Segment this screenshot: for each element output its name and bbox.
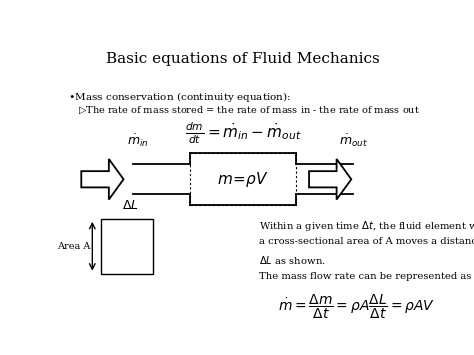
Bar: [190, 153, 296, 205]
FancyArrow shape: [82, 159, 124, 200]
Text: $\Delta L$: $\Delta L$: [122, 199, 139, 212]
Bar: [101, 219, 153, 274]
Text: $\triangleright$The rate of mass stored = the rate of mass in - the rate of mass: $\triangleright$The rate of mass stored …: [78, 104, 419, 116]
Text: Basic equations of Fluid Mechanics: Basic equations of Fluid Mechanics: [106, 52, 380, 66]
Text: $\Delta L$ as shown.: $\Delta L$ as shown.: [259, 255, 326, 267]
Text: Area A: Area A: [57, 242, 91, 251]
Text: $\frac{dm}{dt} = \dot{m}_{in} - \dot{m}_{out}$: $\frac{dm}{dt} = \dot{m}_{in} - \dot{m}_…: [185, 120, 301, 146]
Text: $m\!=\!\rho V$: $m\!=\!\rho V$: [217, 170, 269, 189]
Text: $\dot{m} = \dfrac{\Delta m}{\Delta t} = \rho A\dfrac{\Delta L}{\Delta t} = \rho : $\dot{m} = \dfrac{\Delta m}{\Delta t} = …: [278, 293, 435, 321]
Text: The mass flow rate can be represented as: The mass flow rate can be represented as: [259, 272, 472, 281]
Text: $\bullet$Mass conservation (continuity equation):: $\bullet$Mass conservation (continuity e…: [68, 91, 292, 104]
Text: a cross-sectional area of A moves a distance of: a cross-sectional area of A moves a dist…: [259, 237, 474, 246]
FancyArrow shape: [309, 159, 351, 200]
Text: $\dot{m}_{in}$: $\dot{m}_{in}$: [128, 132, 149, 149]
Text: Within a given time $\Delta t$, the fluid element with: Within a given time $\Delta t$, the flui…: [259, 219, 474, 233]
Text: $\dot{m}_{out}$: $\dot{m}_{out}$: [339, 132, 367, 149]
